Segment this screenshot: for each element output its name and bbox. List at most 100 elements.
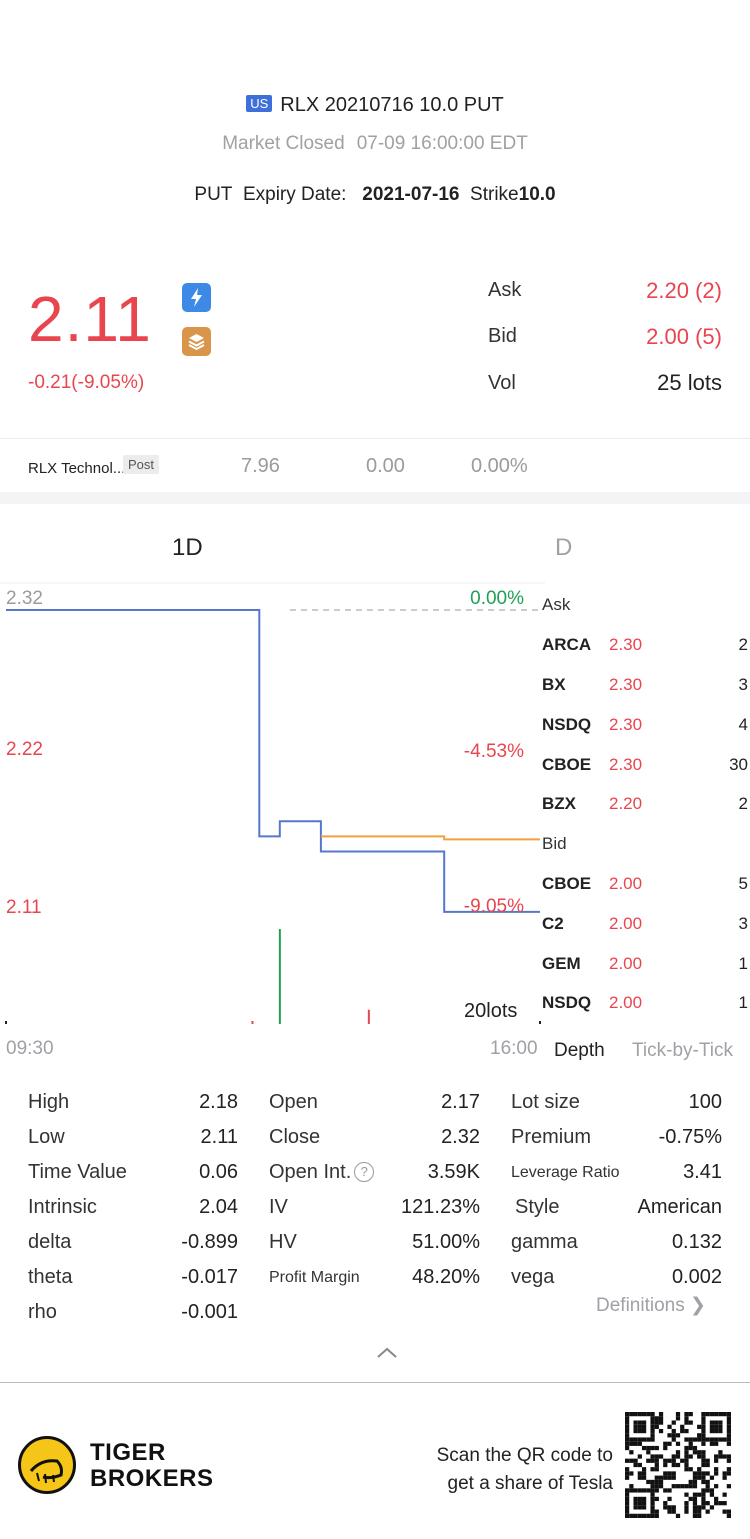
stat-value: 0.002: [671, 1266, 722, 1288]
depth-bid-exchange: CBOE: [542, 874, 592, 893]
intraday-chart[interactable]: [0, 580, 545, 1030]
stat-label: vega: [511, 1266, 555, 1288]
stat-value: 2.11: [200, 1126, 238, 1148]
stat-label: High: [28, 1091, 70, 1113]
depth-ask-header: Ask: [542, 595, 571, 614]
time-end-label: 16:00: [490, 1038, 538, 1059]
qr-prompt: Scan the QR code to get a share of Tesla: [420, 1442, 613, 1498]
market-status-text: Market Closed: [222, 133, 345, 154]
stat-value: American: [637, 1196, 722, 1218]
stat-value: 2.17: [441, 1091, 480, 1113]
depth-ask-price: 2.30: [609, 755, 643, 774]
stat-value: 2.04: [199, 1196, 238, 1218]
depth-bid-price: 2.00: [609, 914, 643, 933]
tab-tick-by-tick[interactable]: Tick-by-Tick: [632, 1040, 733, 1061]
depth-ask-exchange: BX: [542, 675, 566, 694]
time-start-label: 09:30: [6, 1038, 54, 1059]
underlying-price: 7.96: [241, 455, 280, 477]
depth-ask-exchange: BZX: [542, 794, 576, 813]
stat-value: 0.132: [671, 1231, 722, 1253]
tab-daily[interactable]: D: [555, 534, 573, 561]
stat-label: Time Value: [28, 1161, 127, 1183]
ask-value: 2.20 (2): [646, 278, 722, 303]
depth-ask-size: 2: [738, 635, 748, 654]
qr-code-icon: [625, 1412, 731, 1518]
definitions-link[interactable]: Definitions ❯: [596, 1294, 706, 1317]
stat-value: 3.41: [683, 1161, 722, 1183]
stat-value: -0.75%: [658, 1126, 722, 1148]
depth-ask-size: 3: [738, 675, 748, 694]
stat-label: Profit Margin: [269, 1269, 360, 1286]
chart-series: [6, 609, 540, 913]
stat-value: 0.06: [199, 1161, 238, 1183]
depth-ask-price: 2.30: [609, 635, 643, 654]
stat-label: Leverage Ratio: [511, 1164, 620, 1181]
lightning-level1-icon[interactable]: [182, 283, 211, 312]
expiry-value: 2021-07-16: [362, 184, 460, 205]
depth-bid-size: 1: [738, 954, 748, 973]
chart-volume: [5, 929, 541, 1024]
average-price-line: [320, 835, 540, 841]
brand-line: TIGER: [90, 1439, 166, 1466]
depth-ask-size: 30: [729, 755, 748, 774]
depth-bid-price: 2.00: [609, 993, 643, 1012]
stat-label: theta: [28, 1266, 73, 1288]
stat-value: 121.23%: [401, 1196, 480, 1218]
underlying-name[interactable]: RLX Technol...: [28, 460, 126, 477]
stat-label: Low: [28, 1126, 65, 1148]
strike-label: Strike: [470, 184, 519, 205]
chart-grid: [0, 582, 545, 611]
depth-bid-size: 3: [738, 914, 748, 933]
tab-depth[interactable]: Depth: [554, 1040, 605, 1061]
bid-value: 2.00 (5): [646, 324, 722, 349]
pct-label-mid: -4.53%: [463, 741, 524, 762]
ask-label: Ask: [488, 279, 522, 301]
definitions-label: Definitions: [596, 1295, 685, 1316]
vol-label: Vol: [488, 372, 516, 394]
qr-prompt-line: Scan the QR code to: [436, 1445, 613, 1466]
stat-value: -0.017: [181, 1266, 238, 1288]
chevron-up-icon[interactable]: [375, 1340, 399, 1366]
stat-value: 51.00%: [412, 1231, 480, 1253]
stat-label: Style: [515, 1196, 560, 1218]
price-change: -0.21(-9.05%): [28, 372, 145, 393]
tab-1d[interactable]: 1D: [172, 534, 203, 561]
y-label-top: 2.32: [6, 588, 43, 609]
market-status: Market Closed 07-09 16:00:00 EDT: [0, 133, 750, 155]
stat-value: 2.18: [199, 1091, 238, 1113]
stat-label-open-interest: Open Int.?: [269, 1161, 375, 1184]
pct-label-top: 0.00%: [470, 588, 524, 609]
contract-title: US RLX 20210716 10.0 PUT: [0, 94, 750, 117]
stat-label: Open Int.: [269, 1161, 352, 1183]
vol-value: 25 lots: [657, 370, 722, 395]
market-timestamp: 07-09 16:00:00 EDT: [356, 133, 528, 154]
contract-details: PUT Expiry Date: 2021-07-16 Strike10.0: [0, 184, 750, 206]
help-icon[interactable]: ?: [354, 1162, 375, 1182]
depth-ask-size: 2: [738, 794, 748, 813]
expiry-label: Expiry Date:: [242, 184, 347, 205]
volume-max-label: 20lots: [464, 1000, 518, 1022]
stat-label: gamma: [511, 1231, 578, 1253]
contract-name: RLX 20210716 10.0 PUT: [280, 94, 504, 116]
stat-label: Close: [269, 1126, 321, 1148]
depth-ask-price: 2.30: [609, 715, 643, 734]
depth-ask-price: 2.20: [609, 794, 643, 813]
y-label-mid: 2.22: [6, 739, 43, 760]
chevron-right-icon: ❯: [690, 1295, 706, 1316]
bid-label: Bid: [488, 325, 517, 347]
price-line: [6, 609, 540, 913]
last-price: 2.11: [28, 283, 152, 355]
stat-label: Open: [269, 1091, 318, 1113]
market-badge: US: [246, 95, 273, 112]
option-type: PUT: [194, 184, 233, 205]
post-market-badge: Post: [123, 455, 160, 474]
footer-divider: [0, 1382, 750, 1383]
depth-ask-exchange: CBOE: [542, 755, 592, 774]
stat-value: 2.32: [441, 1126, 480, 1148]
layers-icon[interactable]: [182, 327, 211, 356]
stat-label: HV: [269, 1231, 297, 1253]
stat-value: -0.001: [181, 1301, 238, 1323]
underlying-change: 0.00: [366, 455, 405, 477]
stat-label: Premium: [511, 1126, 592, 1148]
depth-bid-price: 2.00: [609, 954, 643, 973]
